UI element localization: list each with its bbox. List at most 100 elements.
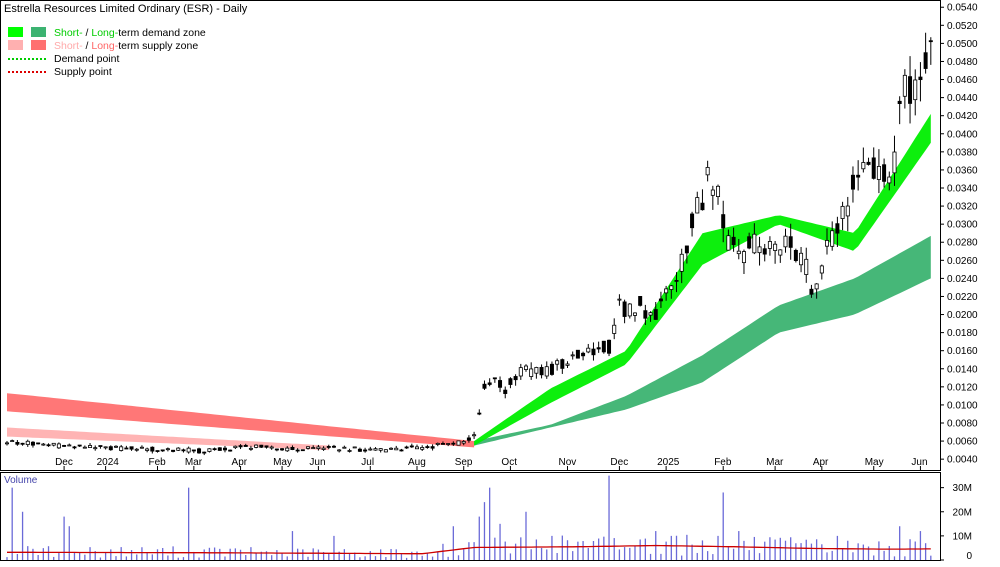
candle <box>259 444 264 448</box>
price-tick-label: 0.0400 <box>947 129 978 140</box>
candle-body <box>705 167 710 176</box>
candle-body <box>56 443 61 449</box>
candle-body <box>741 251 746 264</box>
candle-body <box>882 164 887 182</box>
candle <box>425 444 430 449</box>
candle-body <box>866 161 871 165</box>
candle-body <box>337 449 342 452</box>
candle-body <box>913 79 918 101</box>
candle <box>280 448 285 451</box>
candle-body <box>747 236 752 249</box>
candle-body <box>394 447 399 451</box>
price-tick-label: 0.0160 <box>947 346 978 357</box>
candle-body <box>918 76 923 81</box>
candle-body <box>503 389 508 394</box>
legend-label-part: Demand point <box>54 53 119 65</box>
candle-body <box>570 354 575 357</box>
candle-body <box>285 447 290 452</box>
candle <box>306 446 311 450</box>
candle <box>882 158 887 188</box>
candle <box>10 439 15 443</box>
candle <box>207 448 212 453</box>
candle-body <box>586 347 591 353</box>
candle <box>25 439 30 447</box>
candle-body <box>202 451 207 454</box>
candle-body <box>347 450 352 452</box>
candle <box>466 435 471 443</box>
candle-body <box>290 446 295 451</box>
candle <box>269 445 274 450</box>
candle <box>430 444 435 451</box>
candle-body <box>498 380 503 388</box>
candle <box>98 445 103 449</box>
candle <box>721 200 726 243</box>
candle-body <box>472 434 477 437</box>
price-tick-label: 0.0320 <box>947 202 978 213</box>
candle <box>363 447 368 453</box>
candle-body <box>923 52 928 69</box>
candle <box>726 229 731 251</box>
candle <box>653 301 658 320</box>
time-tick-label: Apr <box>813 457 829 468</box>
candle <box>20 442 25 446</box>
candle-body <box>254 444 259 448</box>
candle-body <box>539 367 544 376</box>
candle <box>139 445 144 449</box>
candle-body <box>726 235 731 251</box>
candle-body <box>762 248 767 255</box>
legend-label-part: Supply point <box>54 66 112 78</box>
legend-label-part: Long- <box>91 40 118 52</box>
candle-body <box>700 202 705 211</box>
legend-item: Demand point <box>8 53 119 65</box>
candle-body <box>342 446 347 449</box>
candle <box>357 447 362 452</box>
candle-body <box>352 446 357 449</box>
time-tick-label: Feb <box>714 457 732 468</box>
legend-label-part: Short- <box>54 40 83 52</box>
candle <box>549 361 554 376</box>
candle-body <box>98 445 103 447</box>
candle-body <box>757 246 762 254</box>
legend-swatch-short <box>8 27 23 37</box>
legend-item: Supply point <box>8 66 112 78</box>
candle-body <box>368 448 373 451</box>
short-term-supply-zone-band <box>7 427 329 451</box>
candle-body <box>10 440 15 442</box>
candle-body <box>420 447 425 450</box>
candle <box>5 441 10 446</box>
candle-body <box>113 445 118 448</box>
candle-body <box>627 303 632 317</box>
candle <box>212 447 217 451</box>
candle <box>788 223 793 260</box>
candle-body <box>150 446 155 452</box>
candle-body <box>653 309 658 320</box>
candle <box>658 291 663 308</box>
candle <box>825 228 830 255</box>
legend-swatch-long <box>31 27 46 37</box>
price-tick-label: 0.0180 <box>947 328 978 339</box>
price-tick-label: 0.0280 <box>947 238 978 249</box>
price-tick-label: 0.0360 <box>947 165 978 176</box>
candle-body <box>778 249 783 256</box>
candle <box>876 149 881 194</box>
candle-body <box>897 100 902 104</box>
candle-body <box>669 285 674 290</box>
candle <box>378 448 383 453</box>
candle <box>311 445 316 449</box>
candle <box>612 318 617 340</box>
candle-body <box>134 448 139 451</box>
candle <box>456 440 461 446</box>
candle <box>56 442 61 449</box>
price-tick-label: 0.0240 <box>947 274 978 285</box>
candle-body <box>222 447 227 451</box>
candle-body <box>435 442 440 445</box>
candle-body <box>373 448 378 451</box>
candle <box>819 264 824 280</box>
time-tick-label: Jun <box>309 457 325 468</box>
price-tick-label: 0.0380 <box>947 147 978 158</box>
candle <box>778 249 783 263</box>
candle-body <box>36 442 41 445</box>
candle <box>129 446 134 451</box>
legend-label: Supply point <box>54 66 112 78</box>
candle <box>342 445 347 449</box>
